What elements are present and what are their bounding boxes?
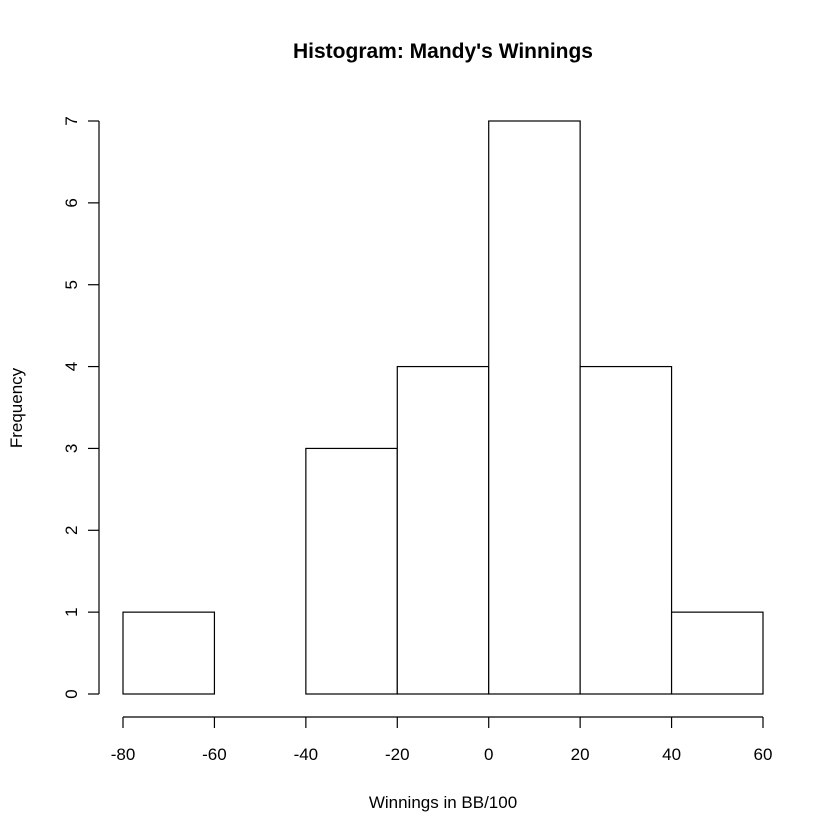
y-tick-label-3: 3 — [62, 444, 81, 453]
histogram-bar-3 — [396, 365, 490, 695]
histogram-bar-6 — [670, 611, 764, 695]
x-tick-label-0: -80 — [111, 745, 136, 764]
histogram-bar-5 — [579, 365, 673, 695]
y-tick-label-5: 5 — [62, 280, 81, 289]
x-tick-label-6: 40 — [662, 745, 681, 764]
x-tick-label-3: -20 — [385, 745, 410, 764]
y-tick-label-6: 6 — [62, 198, 81, 207]
bars-group — [122, 120, 764, 695]
histogram-bar-4 — [488, 120, 581, 695]
y-tick-label-0: 0 — [62, 689, 81, 698]
x-tick-label-4: 0 — [484, 745, 493, 764]
histogram-bar-2 — [305, 447, 398, 695]
y-tick-label-1: 1 — [62, 607, 81, 616]
x-tick-label-7: 60 — [754, 745, 773, 764]
chart-title: Histogram: Mandy's Winnings — [293, 40, 593, 63]
x-tick-label-5: 20 — [571, 745, 590, 764]
x-axis: -80 -60 -40 -20 0 20 40 60 — [111, 716, 773, 764]
x-tick-label-1: -60 — [202, 745, 227, 764]
y-tick-label-7: 7 — [62, 116, 81, 125]
y-tick-label-4: 4 — [62, 362, 81, 371]
y-axis: 0 1 2 3 4 5 6 7 — [62, 116, 100, 699]
x-tick-label-2: -40 — [294, 745, 319, 764]
y-axis-label: Frequency — [7, 367, 26, 448]
x-axis-label: Winnings in BB/100 — [369, 793, 517, 812]
histogram-bar-0 — [122, 611, 216, 695]
y-tick-label-2: 2 — [62, 526, 81, 535]
